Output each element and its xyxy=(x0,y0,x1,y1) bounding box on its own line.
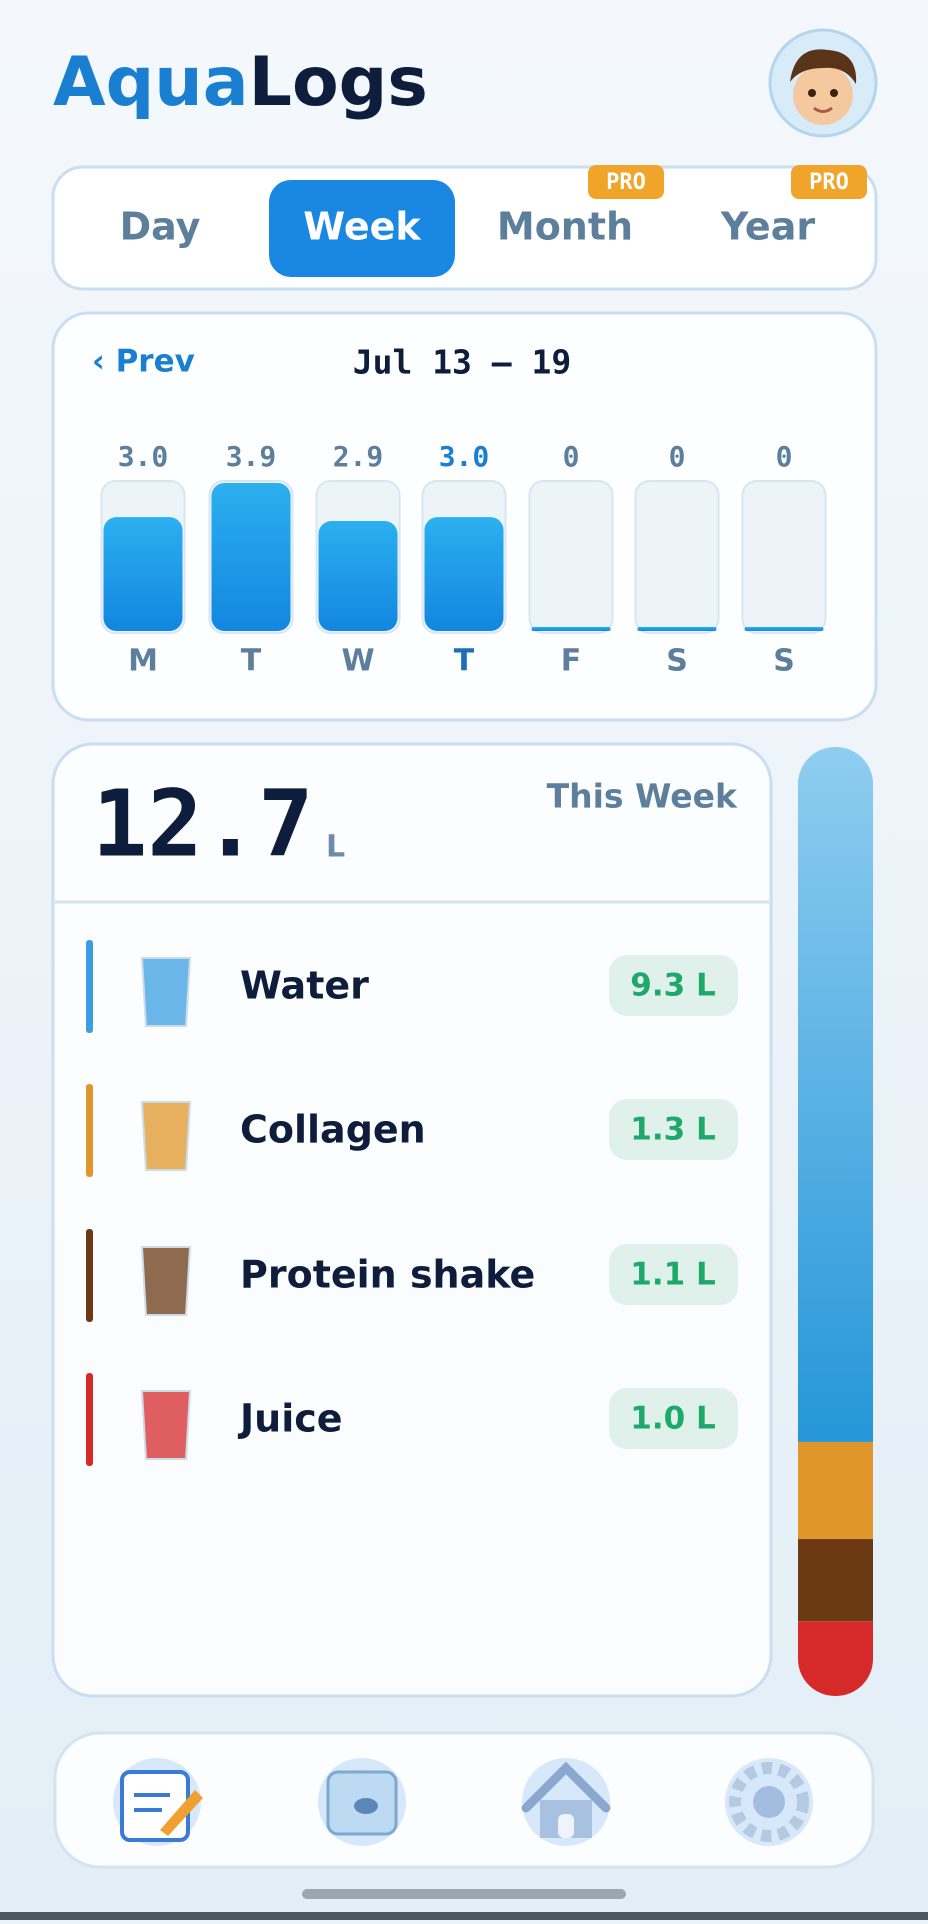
prev-button[interactable]: ‹ Prev xyxy=(92,344,195,380)
nav-home[interactable] xyxy=(521,1758,611,1846)
drink-stripe xyxy=(86,1084,93,1177)
drink-amount: 1.0 L xyxy=(630,1401,715,1437)
day-bar xyxy=(211,483,291,631)
title-part: Aqua xyxy=(53,43,249,122)
pro-badge-bg xyxy=(588,165,664,199)
day-label: W xyxy=(341,644,374,679)
day-bar xyxy=(103,517,183,631)
drink-stripe xyxy=(86,940,93,1033)
drink-icon xyxy=(140,957,192,1027)
avatar[interactable] xyxy=(768,28,878,138)
bottom-edge xyxy=(0,1912,928,1920)
bar-track xyxy=(634,480,720,634)
day-bar xyxy=(637,627,717,631)
stack-segment xyxy=(798,1621,873,1696)
drink-name: Collagen xyxy=(240,1108,426,1152)
day-label: M xyxy=(128,644,158,679)
bar-track xyxy=(741,480,827,634)
amount-pill xyxy=(609,955,738,1016)
day-value: 0 xyxy=(776,440,793,473)
drink-stripe xyxy=(86,1373,93,1466)
tab[interactable]: Day xyxy=(120,205,201,249)
tab[interactable]: Month xyxy=(497,205,633,249)
day-label: F xyxy=(561,644,582,679)
drink-name: Juice xyxy=(237,1397,343,1441)
day-bar xyxy=(744,627,824,631)
bottom-nav xyxy=(53,1731,875,1869)
drink-name: Water xyxy=(240,964,369,1008)
bar-track xyxy=(528,480,614,634)
day-value: 3.0 xyxy=(118,440,169,473)
tab-selected-bg xyxy=(269,180,455,277)
drink-amount: 1.1 L xyxy=(630,1257,715,1293)
day-label: S xyxy=(773,644,795,679)
day-value: 3.0 xyxy=(439,440,490,473)
drink-stripe xyxy=(86,1229,93,1322)
summary-card xyxy=(51,742,773,1698)
stack-segment xyxy=(798,1539,873,1622)
day-value: 3.9 xyxy=(226,440,277,473)
app-title: AquaLogs xyxy=(53,43,428,122)
nav-log[interactable] xyxy=(113,1758,203,1846)
drink-amount: 1.3 L xyxy=(630,1112,715,1148)
day-bar xyxy=(424,517,504,631)
nav-aquarium[interactable] xyxy=(318,1758,406,1846)
period-label: This Week xyxy=(547,777,738,816)
day-label: T xyxy=(241,644,262,679)
pro-badge: PRO xyxy=(606,170,646,195)
tab-bar xyxy=(51,165,878,291)
pro-badge: PRO xyxy=(809,170,849,195)
total-unit: L xyxy=(326,830,345,865)
day-label: S xyxy=(666,644,688,679)
stack-segment xyxy=(798,747,873,1442)
title-part: Logs xyxy=(249,43,428,122)
drink-icon xyxy=(140,1101,192,1171)
day-bar xyxy=(318,520,398,631)
drink-icon xyxy=(140,1246,192,1316)
amount-pill xyxy=(609,1388,738,1449)
amount-pill xyxy=(609,1099,738,1160)
tab[interactable]: Week xyxy=(303,205,421,249)
pro-badge-bg xyxy=(791,165,867,199)
drink-name: Protein shake xyxy=(240,1253,535,1297)
tab[interactable]: Year xyxy=(720,205,815,249)
day-label: T xyxy=(454,644,475,679)
nav-settings[interactable] xyxy=(725,1758,813,1846)
drink-icon xyxy=(140,1390,192,1460)
amount-pill xyxy=(609,1244,738,1305)
day-value: 0 xyxy=(563,440,580,473)
total-volume: 12.7 xyxy=(92,770,314,877)
drink-amount: 9.3 L xyxy=(630,968,715,1004)
day-value: 2.9 xyxy=(333,440,384,473)
day-bar xyxy=(531,627,611,631)
home-indicator xyxy=(302,1889,626,1899)
stack-segment xyxy=(798,1441,873,1540)
day-value: 0 xyxy=(669,440,686,473)
date-range: Jul 13 – 19 xyxy=(353,343,572,382)
